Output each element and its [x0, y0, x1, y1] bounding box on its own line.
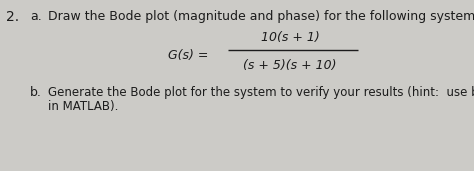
Text: a.: a.: [30, 10, 42, 23]
Text: 2.: 2.: [6, 10, 19, 24]
Text: G(s) =: G(s) =: [168, 49, 209, 62]
Text: b.: b.: [30, 86, 42, 99]
Text: (s + 5)(s + 10): (s + 5)(s + 10): [243, 60, 337, 73]
Text: Draw the Bode plot (magnitude and phase) for the following system.: Draw the Bode plot (magnitude and phase)…: [48, 10, 474, 23]
Text: 10(s + 1): 10(s + 1): [261, 30, 319, 43]
Text: in MATLAB).: in MATLAB).: [48, 100, 118, 113]
Text: Generate the Bode plot for the system to verify your results (hint:  use bode co: Generate the Bode plot for the system to…: [48, 86, 474, 99]
